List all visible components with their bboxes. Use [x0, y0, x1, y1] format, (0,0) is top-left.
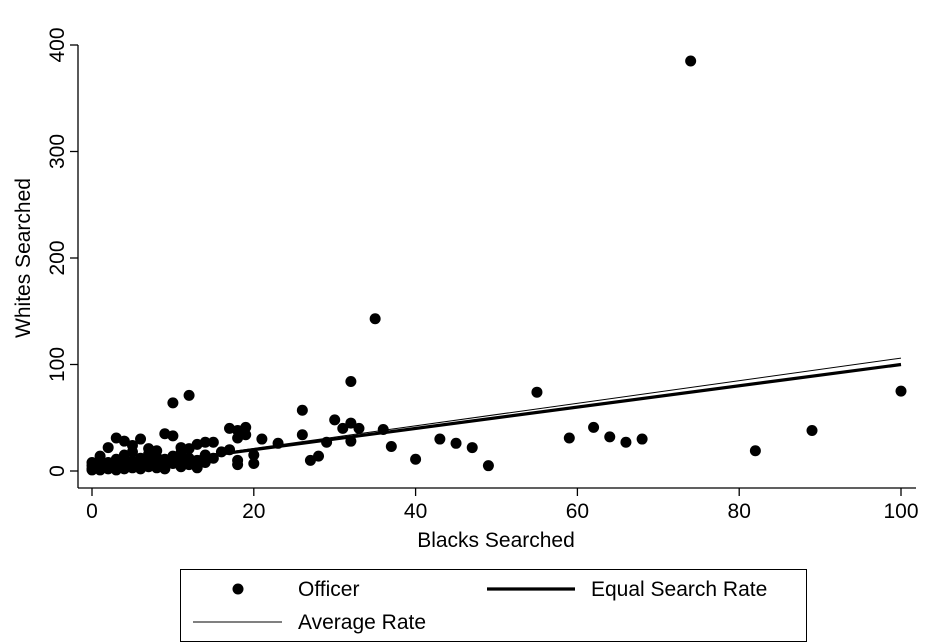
officer-point — [685, 55, 697, 67]
x-axis-label: Blacks Searched — [417, 529, 575, 552]
officer-point — [110, 464, 122, 476]
legend-officer-label: Officer — [298, 578, 359, 601]
axes: 0 20 40 60 80 100 0 100 200 300 400 — [46, 27, 919, 523]
officer-point — [240, 421, 252, 433]
officer-point — [353, 422, 365, 434]
officer-point — [604, 431, 616, 443]
officer-point — [563, 432, 575, 444]
y-tick-label: 200 — [46, 240, 69, 275]
y-tick-label: 300 — [46, 134, 69, 169]
officer-point — [385, 441, 397, 453]
officer-point — [126, 439, 138, 451]
officer-point — [466, 442, 478, 454]
y-tick-label: 100 — [46, 347, 69, 382]
legend: Officer Equal Search Rate Average Rate — [180, 569, 807, 642]
legend-box — [180, 569, 807, 642]
officer-point — [183, 389, 195, 401]
officer-point — [94, 464, 106, 476]
legend-officer-marker — [232, 583, 244, 595]
y-ticks: 0 100 200 300 400 — [46, 27, 78, 477]
officer-point — [337, 422, 349, 434]
officer-point — [434, 433, 446, 445]
officer-point — [110, 453, 122, 465]
officer-point — [749, 445, 761, 457]
officer-point — [167, 397, 179, 409]
officer-point — [159, 463, 171, 475]
y-tick-label: 0 — [46, 465, 69, 477]
y-tick-label: 400 — [46, 27, 69, 62]
officer-point — [183, 443, 195, 455]
officer-point — [135, 433, 147, 445]
officer-point — [94, 450, 106, 462]
officer-point — [207, 452, 219, 464]
x-tick-label: 80 — [728, 500, 751, 523]
officer-point — [296, 404, 308, 416]
officer-point — [256, 433, 268, 445]
officer-point — [806, 425, 818, 437]
officer-point — [588, 421, 600, 433]
officer-point — [175, 442, 187, 454]
x-tick-label: 60 — [566, 500, 589, 523]
officer-point — [531, 386, 543, 398]
officer-point — [329, 414, 341, 426]
officer-point — [296, 429, 308, 441]
officer-point — [248, 449, 260, 461]
x-tick-label: 100 — [883, 500, 918, 523]
legend-equal-rate-label: Equal Search Rate — [591, 578, 767, 601]
officer-point — [199, 436, 211, 448]
officer-point — [248, 458, 260, 470]
officer-point — [151, 445, 163, 457]
officer-point — [313, 450, 325, 462]
plot-points — [86, 55, 907, 476]
officer-point — [232, 454, 244, 466]
x-tick-label: 20 — [242, 500, 265, 523]
officer-point — [167, 430, 179, 442]
officer-point — [895, 385, 907, 397]
officer-point — [636, 433, 648, 445]
officer-point — [272, 437, 284, 449]
officer-point — [321, 436, 333, 448]
officer-point — [304, 454, 316, 466]
officer-point — [369, 313, 381, 325]
y-axis-label: Whites Searched — [12, 178, 35, 338]
officer-point — [410, 453, 422, 465]
officer-point — [102, 442, 114, 454]
officer-point — [345, 435, 357, 447]
officer-point — [224, 444, 236, 456]
x-ticks: 0 20 40 60 80 100 — [86, 488, 919, 523]
officer-point — [377, 423, 389, 435]
legend-average-rate-label: Average Rate — [298, 611, 426, 634]
officer-point — [118, 435, 130, 447]
x-tick-label: 40 — [404, 500, 427, 523]
officer-point — [620, 436, 632, 448]
officer-point — [450, 437, 462, 449]
officer-point — [482, 460, 494, 472]
x-tick-label: 0 — [86, 500, 98, 523]
officer-point — [345, 417, 357, 429]
officer-point — [345, 376, 357, 388]
officer-point — [207, 436, 219, 448]
